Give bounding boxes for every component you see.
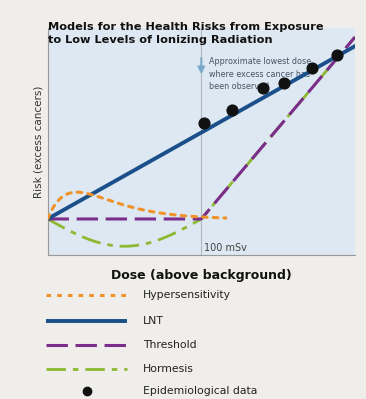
Point [309,65,315,71]
Point [229,107,235,113]
Point [281,79,287,86]
Text: Models for the Health Risks from Exposure
to Low Levels of Ionizing Radiation: Models for the Health Risks from Exposur… [48,22,323,45]
Text: 100 mSv: 100 mSv [204,243,247,253]
Text: Approximate lowest dose
where excess cancer has
been observed: Approximate lowest dose where excess can… [209,57,311,91]
Y-axis label: Risk (excess cancers): Risk (excess cancers) [33,85,44,198]
Text: Epidemiological data: Epidemiological data [143,385,257,396]
Point [334,52,340,58]
Text: Threshold: Threshold [143,340,197,350]
Text: Dose (above background): Dose (above background) [111,269,292,282]
Text: Hormesis: Hormesis [143,364,194,374]
Point [260,85,266,91]
Text: LNT: LNT [143,316,164,326]
Point [201,119,207,126]
Text: Hypersensitivity: Hypersensitivity [143,290,231,300]
